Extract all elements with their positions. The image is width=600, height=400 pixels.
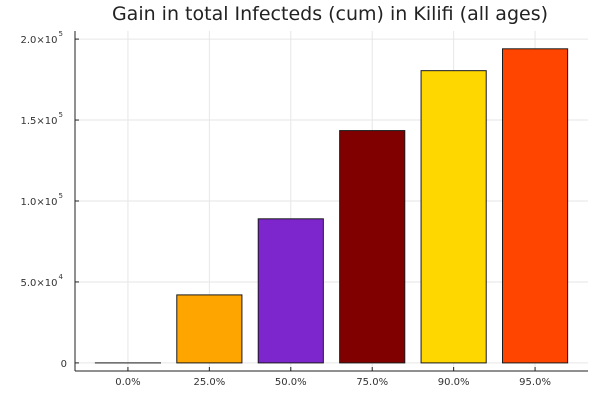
y-tick-label: 1.5×105 [21,111,63,127]
bars-layer [94,48,569,364]
ticks-layer: 0 5.0×104 1.0×105 1.5×105 2.0×105 0.0% 25.0% 50… [21,30,551,388]
x-tick-label: 90.0% [438,377,470,388]
y-tick-label: 2.0×105 [21,30,63,46]
y-tick-label: 5.0×104 [21,273,64,289]
y-tick-label: 1.0×105 [21,192,63,208]
x-tick-label: 0.0% [115,377,140,388]
bar-25-0 [176,294,243,364]
bar-75-0 [339,130,406,364]
x-tick-label: 25.0% [193,377,225,388]
x-tick-label: 95.0% [519,377,551,388]
bar-50-0 [257,218,324,364]
bar-90-0 [420,70,487,364]
bar-95-0 [502,48,569,364]
x-tick-label: 50.0% [275,377,307,388]
y-tick-label: 0 [61,359,67,370]
x-tick-label: 75.0% [356,377,388,388]
chart-title: Gain in total Infecteds (cum) in Kilifi … [112,3,548,25]
